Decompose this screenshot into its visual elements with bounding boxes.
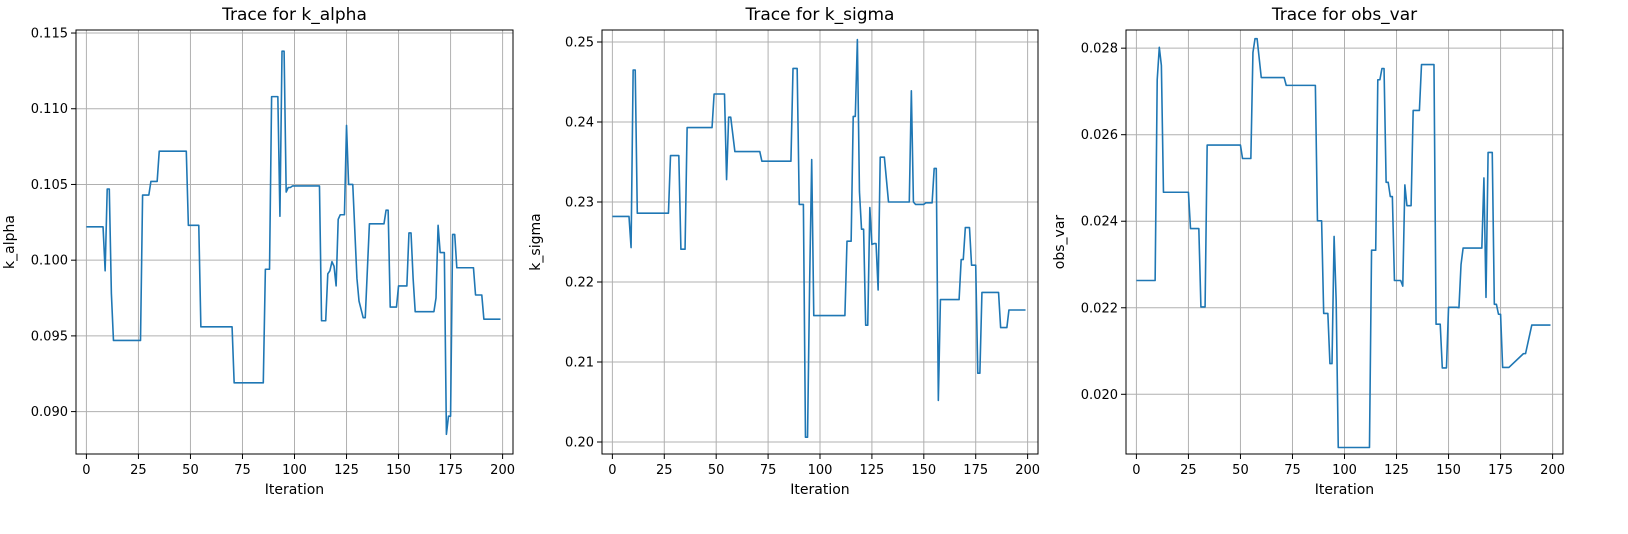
x-tick-label: 75: [1284, 463, 1301, 478]
x-tick-label: 200: [490, 463, 515, 478]
x-tick-label: 100: [1332, 463, 1357, 478]
y-tick-label: 0.110: [31, 102, 68, 117]
y-axis-label: obs_var: [1052, 215, 1068, 270]
x-axis-label: Iteration: [1315, 482, 1374, 498]
chart-title: Trace for k_sigma: [745, 5, 895, 25]
y-tick-label: 0.23: [565, 196, 594, 211]
trace-series-line: [1136, 37, 1551, 449]
x-tick-label: 25: [130, 463, 147, 478]
x-tick-label: 125: [1384, 463, 1409, 478]
y-tick-label: 0.24: [565, 116, 594, 131]
y-tick-label: 0.20: [565, 436, 594, 451]
y-tick-label: 0.105: [31, 178, 68, 193]
x-tick-label: 50: [1232, 463, 1249, 478]
x-tick-label: 50: [708, 463, 725, 478]
chart-title: Trace for obs_var: [1271, 5, 1417, 25]
x-tick-label: 175: [1488, 463, 1513, 478]
x-tick-label: 175: [438, 463, 463, 478]
x-tick-label: 150: [911, 463, 936, 478]
y-tick-label: 0.115: [31, 27, 68, 42]
y-tick-label: 0.25: [565, 36, 594, 51]
y-tick-label: 0.095: [31, 329, 68, 344]
x-tick-label: 200: [1015, 463, 1040, 478]
x-tick-label: 0: [82, 463, 90, 478]
x-tick-label: 125: [859, 463, 884, 478]
x-tick-label: 150: [386, 463, 411, 478]
trace-series-line: [86, 50, 501, 436]
x-tick-label: 50: [182, 463, 199, 478]
x-tick-label: 25: [656, 463, 673, 478]
x-tick-label: 75: [760, 463, 777, 478]
x-tick-label: 125: [334, 463, 359, 478]
y-tick-label: 0.020: [1081, 388, 1118, 403]
x-tick-label: 150: [1436, 463, 1461, 478]
y-tick-label: 0.100: [31, 254, 68, 269]
x-tick-label: 100: [808, 463, 833, 478]
x-tick-label: 100: [282, 463, 307, 478]
chart-panel-3: 0 25 50 75 100 125 150 175 200 0.020 0.022 0.024 0.0…: [1052, 5, 1565, 498]
y-tick-label: 0.090: [31, 405, 68, 420]
chart-title: Trace for k_alpha: [221, 5, 367, 25]
y-tick-label: 0.028: [1081, 42, 1118, 57]
x-tick-label: 175: [963, 463, 988, 478]
x-axis-label: Iteration: [790, 482, 849, 498]
x-axis-label: Iteration: [265, 482, 324, 498]
y-axis-label: k_sigma: [528, 213, 544, 270]
x-tick-label: 0: [608, 463, 616, 478]
trace-series-line: [612, 38, 1026, 439]
x-tick-label: 25: [1180, 463, 1197, 478]
y-tick-label: 0.026: [1081, 128, 1118, 143]
y-axis-label: k_alpha: [2, 215, 18, 269]
chart-panel-1: 0 25 50 75 100 125 150 175 200 0.090 0.095 0.100 0.1…: [2, 5, 515, 498]
y-tick-label: 0.22: [565, 276, 594, 291]
x-tick-label: 200: [1540, 463, 1565, 478]
chart-panel-2: 0 25 50 75 100 125 150 175 200 0.20 0.21 0.22 0.23 0.…: [528, 5, 1040, 498]
y-tick-label: 0.022: [1081, 301, 1118, 316]
y-tick-label: 0.21: [565, 356, 594, 371]
x-tick-label: 75: [234, 463, 251, 478]
x-tick-label: 0: [1132, 463, 1140, 478]
y-tick-label: 0.024: [1081, 215, 1118, 230]
